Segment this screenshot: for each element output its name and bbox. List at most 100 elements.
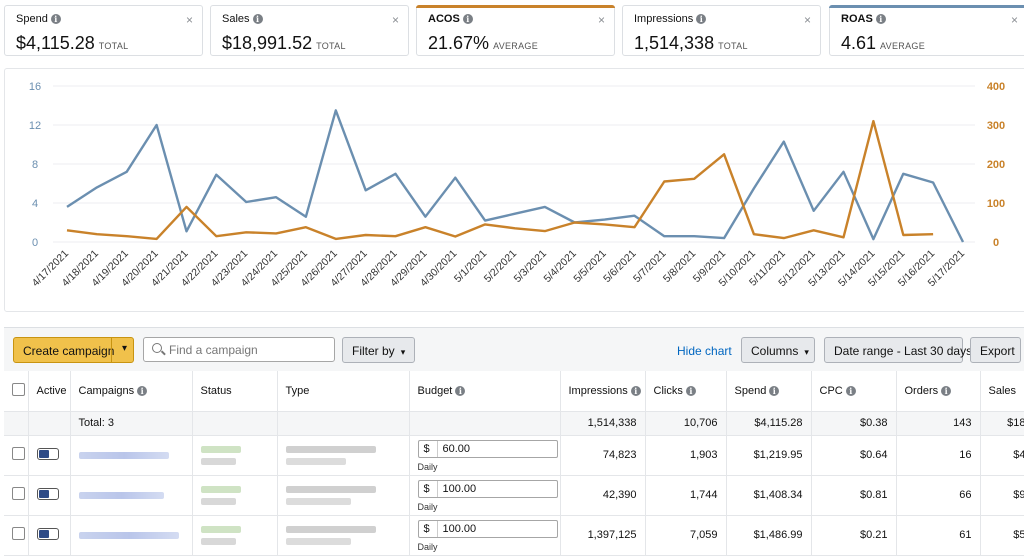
row-cpc: $0.21: [811, 515, 897, 556]
chevron-down-icon[interactable]: ▾: [121, 343, 127, 354]
campaigns-table: Active Campaigns i Status Type Budget i Im…: [4, 371, 1024, 556]
budget-type: Daily: [417, 502, 438, 512]
row-impressions: 1,397,125: [560, 515, 646, 556]
table-row[interactable]: $100.00 Daily 1,397,125 7,059 $1,486.99 $0.21…: [4, 515, 1024, 556]
table-header-row: Active Campaigns i Status Type Budget i Im…: [4, 371, 1024, 412]
close-icon[interactable]: ×: [391, 13, 399, 27]
col-impressions[interactable]: Impressions i: [560, 371, 646, 412]
filter-by-button[interactable]: Filter by ▾: [342, 337, 415, 363]
redacted-campaign-name: [78, 451, 169, 459]
date-range-button[interactable]: Date range - Last 30 days: [824, 337, 972, 363]
col-budget[interactable]: Budget i: [409, 371, 561, 412]
metric-label: ROAS i: [841, 13, 886, 25]
filter-by-label: Filter by: [352, 344, 395, 358]
y-right-tick-label: 100: [987, 198, 1005, 210]
row-checkbox[interactable]: [12, 447, 25, 460]
total-row: Total: 3 1,514,338 10,706 $4,115.28 $0.3…: [4, 411, 1024, 436]
metric-label: Spend i: [16, 13, 61, 25]
redacted-status: [200, 485, 241, 493]
col-status-label: Status: [200, 384, 232, 397]
metric-value-text: $18,991.52: [222, 33, 313, 53]
total-clicks: 10,706: [645, 411, 727, 436]
close-icon[interactable]: ×: [1010, 13, 1018, 27]
campaign-name-cell[interactable]: [70, 435, 193, 476]
budget-input[interactable]: $100.00: [417, 480, 558, 498]
metric-card-sales[interactable]: Sales i × $18,991.52 TOTAL: [210, 5, 409, 56]
row-clicks: 7,059: [645, 515, 727, 556]
total-orders: 143: [896, 411, 981, 436]
col-spend[interactable]: Spend i: [726, 371, 812, 412]
info-icon[interactable]: i: [875, 14, 886, 24]
close-icon[interactable]: ×: [803, 13, 811, 27]
search-campaign-field[interactable]: [143, 337, 335, 362]
metric-card-acos[interactable]: ACOS i × 21.67% AVERAGE: [416, 5, 615, 56]
campaign-name-cell[interactable]: [70, 515, 193, 556]
active-toggle[interactable]: [36, 487, 59, 500]
budget-input[interactable]: $100.00: [417, 520, 558, 538]
row-impressions: 42,390: [560, 475, 646, 516]
info-icon[interactable]: i: [845, 385, 856, 396]
y-left-tick-label: 0: [32, 237, 38, 249]
budget-cell: $100.00 Daily: [409, 515, 561, 556]
col-type[interactable]: Type: [277, 371, 410, 412]
col-sales[interactable]: Sales: [980, 371, 1024, 412]
budget-type: Daily: [417, 462, 438, 472]
info-icon[interactable]: i: [941, 385, 952, 396]
col-status[interactable]: Status: [192, 371, 278, 412]
col-cpc[interactable]: CPC i: [811, 371, 897, 412]
metric-card-impressions[interactable]: Impressions i × 1,514,338 TOTAL: [622, 5, 821, 56]
info-icon[interactable]: i: [50, 14, 61, 24]
col-orders-label: Orders: [904, 384, 939, 397]
hide-chart-link[interactable]: Hide chart: [677, 344, 732, 358]
row-checkbox[interactable]: [12, 527, 25, 540]
col-impressions-label: Impressions: [568, 384, 628, 397]
row-checkbox[interactable]: [12, 487, 25, 500]
performance-chart-panel: 0 4 8 12 16 0 100 200 300 400 4/17/2021 4/18/2021 4/…: [4, 68, 1024, 312]
info-icon[interactable]: i: [769, 385, 780, 396]
toggle-knob: [38, 449, 49, 458]
info-icon[interactable]: i: [462, 14, 473, 24]
info-icon[interactable]: i: [630, 385, 641, 396]
info-icon[interactable]: i: [696, 14, 707, 24]
col-clicks[interactable]: Clicks i: [645, 371, 727, 412]
info-icon[interactable]: i: [252, 14, 263, 24]
budget-type: Daily: [417, 542, 438, 552]
metric-value: $4,115.28 TOTAL: [16, 33, 128, 54]
col-campaigns[interactable]: Campaigns i: [70, 371, 193, 412]
close-icon[interactable]: ×: [185, 13, 193, 27]
y-left-tick-label: 4: [32, 198, 38, 210]
metric-suffix: AVERAGE: [493, 41, 539, 51]
table-row[interactable]: $100.00 Daily 42,390 1,744 $1,408.34 $0.81 66 $…: [4, 475, 1024, 516]
create-campaign-label: Create campaign: [23, 344, 115, 358]
metric-value-text: 21.67%: [428, 33, 490, 53]
y-right-tick-label: 300: [987, 120, 1005, 132]
close-icon[interactable]: ×: [597, 13, 605, 27]
row-impressions: 74,823: [560, 435, 646, 476]
active-toggle[interactable]: [36, 527, 59, 540]
currency-symbol: $: [423, 443, 430, 455]
select-all-checkbox[interactable]: [12, 382, 25, 396]
search-input[interactable]: [169, 341, 329, 358]
campaign-name-cell[interactable]: [70, 475, 193, 516]
total-sales: $18: [980, 411, 1024, 436]
info-icon[interactable]: i: [685, 385, 696, 396]
col-budget-label: Budget: [417, 384, 453, 397]
active-toggle[interactable]: [36, 447, 59, 460]
metric-suffix: TOTAL: [316, 41, 346, 51]
col-campaigns-label: Campaigns: [78, 384, 135, 397]
budget-amount: 100.00: [442, 523, 477, 535]
columns-button[interactable]: Columns ▾: [741, 337, 815, 363]
export-button[interactable]: Export: [970, 337, 1021, 363]
col-orders[interactable]: Orders i: [896, 371, 981, 412]
budget-input[interactable]: $60.00: [417, 440, 558, 458]
y-left-tick-label: 8: [32, 159, 38, 171]
campaigns-table-wrap: Active Campaigns i Status Type Budget i Im…: [4, 371, 1024, 557]
budget-cell: $60.00 Daily: [409, 435, 561, 476]
info-icon[interactable]: i: [137, 385, 148, 396]
create-campaign-button[interactable]: Create campaign ▾: [13, 337, 134, 363]
info-icon[interactable]: i: [455, 385, 466, 396]
metric-value-text: $4,115.28: [16, 33, 95, 53]
metric-card-roas[interactable]: ROAS i × 4.61 AVERAGE: [829, 5, 1024, 56]
metric-card-spend[interactable]: Spend i × $4,115.28 TOTAL: [4, 5, 203, 56]
